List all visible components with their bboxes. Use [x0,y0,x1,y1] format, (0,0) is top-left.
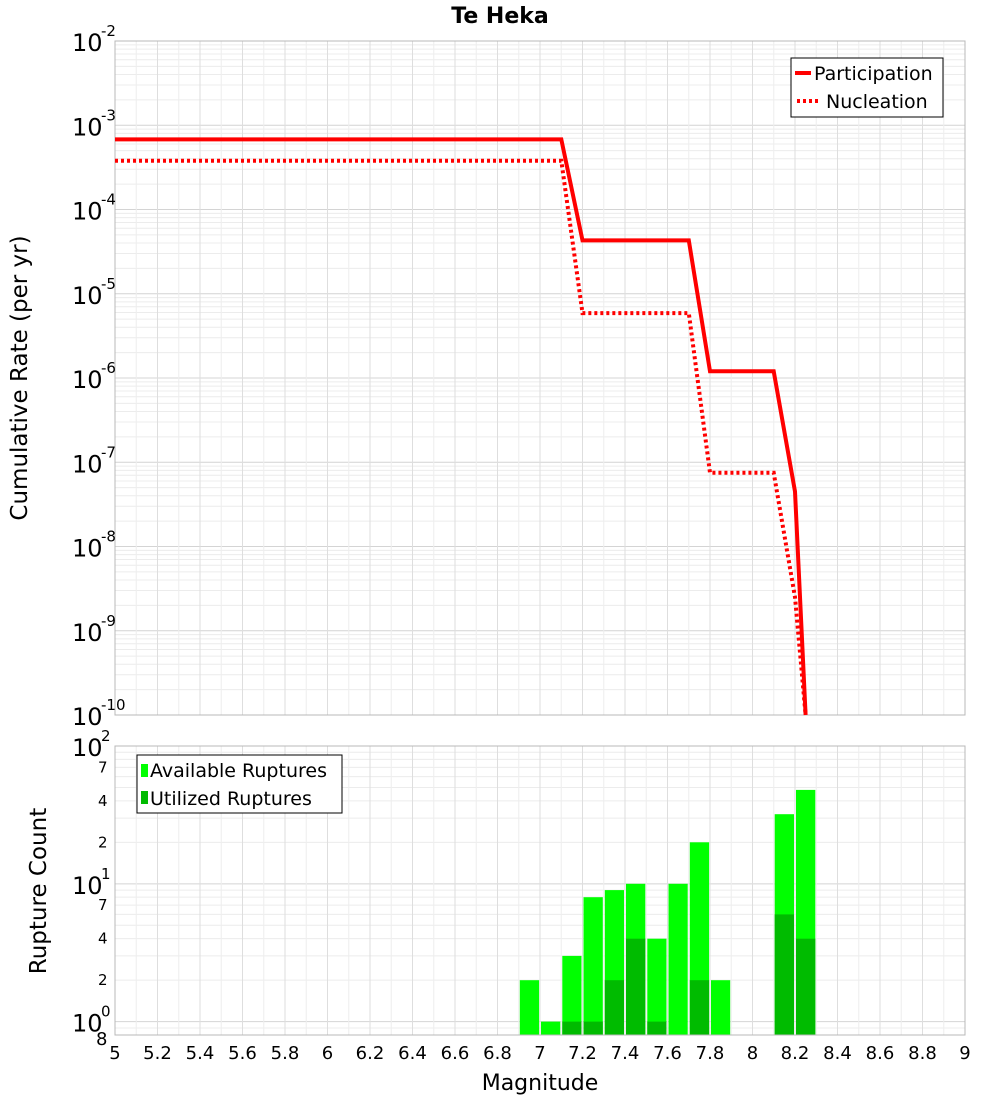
x-tick-label: 5.4 [186,1043,215,1064]
top-y-axis-label: Cumulative Rate (per yr) [7,235,33,520]
available-rupture-bar [562,955,582,1035]
bottom-chart-bars [519,789,816,1035]
top-y-tick-label: 10 [72,29,103,57]
bottom-y-minor-tick-label: 4 [98,930,108,948]
x-tick-label: 5.2 [143,1043,172,1064]
bottom-y-minor-tick-label: 7 [98,758,108,776]
top-y-tick-label: 10 [72,282,103,310]
line-series-participation [115,137,808,716]
bottom-y-tick-exponent: 0 [101,1003,111,1021]
bottom-y-minor-tick-label: 8 [96,1029,107,1050]
utilized-rupture-bar [774,914,794,1035]
top-legend: Participation Nucleation [790,57,944,118]
x-tick-label: 7.6 [653,1043,682,1064]
top-y-tick-label: 10 [72,113,103,141]
x-axis-label: Magnitude [482,1071,599,1096]
available-rupture-bar [519,980,540,1035]
legend-swatch-available [141,764,148,777]
top-y-tick-exponent: -7 [101,443,116,461]
bottom-plot-area [114,745,966,1036]
top-y-tick-exponent: -5 [101,275,116,293]
top-y-tick-exponent: -9 [101,612,116,630]
top-chart-series [115,137,808,716]
x-tick-label: 7 [534,1043,545,1064]
top-chart-grid [114,41,966,715]
line-series-nucleation [115,158,808,716]
available-rupture-bar [541,1021,561,1035]
chart-title: Te Heka [451,4,548,29]
available-rupture-bar [647,938,667,1035]
top-y-tick-label: 10 [72,535,103,563]
available-rupture-bar [668,883,688,1035]
top-y-tick-exponent: -4 [101,191,116,209]
bottom-y-minor-tick-label: 2 [98,971,108,989]
x-tick-label: 6.6 [441,1043,470,1064]
x-tick-label: 5.8 [271,1043,300,1064]
top-y-tick-exponent: -8 [101,528,116,546]
bottom-y-minor-tick-label: 2 [98,833,108,851]
bottom-y-tick-label: 10 [72,734,103,762]
top-y-tick-label: 10 [72,619,103,647]
x-tick-label: 7.8 [696,1043,725,1064]
available-rupture-bar [711,980,731,1035]
bottom-y-tick-exponent: 2 [101,727,111,745]
x-tick-label: 8.4 [823,1043,852,1064]
x-tick-label: 6.8 [483,1043,512,1064]
top-legend-box [790,57,944,118]
bottom-y-tick-label: 10 [72,872,103,900]
x-tick-label: 7.2 [568,1043,597,1064]
available-rupture-bar [583,897,603,1035]
bottom-y-minor-tick-label: 7 [98,896,108,914]
top-y-tick-exponent: -6 [101,359,116,377]
x-tick-label: 6.4 [398,1043,427,1064]
legend-swatch-utilized [141,791,148,804]
top-y-tick-exponent: -3 [101,106,116,124]
x-tick-label: 6.2 [356,1043,385,1064]
utilized-rupture-bar [562,1021,582,1035]
top-y-tick-exponent: -10 [101,696,126,714]
bottom-legend-box [136,754,343,814]
top-y-tick-label: 10 [72,366,103,394]
bottom-y-tick-label: 10 [72,1010,103,1038]
top-y-tick-exponent: -2 [101,22,116,40]
top-plot-area [114,40,966,716]
utilized-rupture-bar [604,980,624,1035]
bottom-y-axis-label: Rupture Count [26,808,52,974]
legend-label-participation: Participation [814,63,933,85]
x-tick-label: 7.4 [611,1043,640,1064]
top-y-tick-label: 10 [72,703,103,731]
bottom-y-tick-exponent: 1 [101,865,111,883]
utilized-rupture-bar [626,938,646,1035]
x-tick-label: 8 [747,1043,758,1064]
x-tick-label: 8.6 [866,1043,895,1064]
utilized-rupture-bar [689,980,710,1035]
bottom-x-axis-ticks: 5 5.2 5.4 5.6 5.8 6 6.2 6.4 6.6 6.8 7 7.2 7.4 7.6 7.8 8… [109,1043,970,1064]
x-tick-label: 8.2 [781,1043,810,1064]
top-y-axis-ticks: 10-210-310-410-510-610-710-810-910-10 [72,22,126,731]
bottom-legend: Available Ruptures Utilized Ruptures [136,754,343,814]
x-tick-label: 8.8 [908,1043,937,1064]
legend-label-utilized: Utilized Ruptures [150,788,312,810]
legend-label-available: Available Ruptures [150,760,327,782]
top-y-tick-label: 10 [72,450,103,478]
utilized-rupture-bar [647,1021,667,1035]
bottom-y-minor-tick-label: 4 [98,792,108,810]
x-tick-label: 6 [322,1043,333,1064]
x-tick-label: 9 [959,1043,970,1064]
x-tick-label: 5 [109,1043,120,1064]
top-y-tick-label: 10 [72,198,103,226]
utilized-rupture-bar [583,1021,603,1035]
utilized-rupture-bar [796,938,816,1035]
x-tick-label: 5.6 [228,1043,257,1064]
legend-label-nucleation: Nucleation [826,91,928,113]
